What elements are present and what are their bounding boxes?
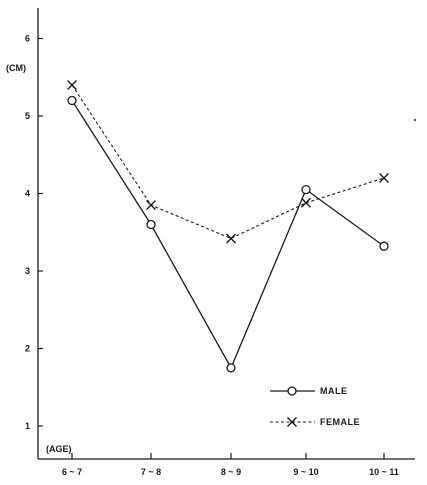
- series-line-male: [71, 100, 385, 370]
- legend-label-male: MALE: [320, 386, 348, 396]
- y-axis-unit: (CM): [6, 63, 26, 73]
- data-point-male: [379, 241, 389, 251]
- legend-label-female: FEMALE: [320, 417, 360, 427]
- series-layer: [67, 80, 389, 373]
- y-tick-label: 2: [25, 344, 30, 354]
- series-line-female: [71, 84, 385, 240]
- legend: MALE FEMALE: [270, 386, 360, 427]
- data-point-male: [226, 363, 236, 373]
- data-point-female: [67, 80, 77, 90]
- data-point-female: [146, 200, 156, 211]
- x-axis-unit: (AGE): [46, 444, 72, 454]
- data-point-male: [301, 184, 311, 195]
- y-ticks: 1 2 3 4 5 6: [25, 34, 43, 431]
- x-tick-label: 7 ~ 8: [141, 467, 161, 477]
- x-tick-label: 9 ~ 10: [293, 467, 318, 477]
- data-point-female: [226, 233, 236, 244]
- y-tick-label: 5: [25, 111, 30, 121]
- data-point-female: [379, 173, 389, 183]
- y-tick-label: 1: [25, 421, 30, 431]
- x-tick-label: 8 ~ 9: [221, 467, 241, 477]
- x-tick-label: 6 ~ 7: [62, 467, 82, 477]
- legend-marker-male: [287, 386, 297, 396]
- x-ticks: 6 ~ 7 7 ~ 8 8 ~ 9 9 ~ 10 10 ~ 11: [62, 453, 399, 477]
- y-tick-label: 3: [25, 266, 30, 276]
- legend-marker-female: [287, 417, 297, 427]
- y-tick-label: 4: [25, 189, 30, 199]
- x-tick-label: 10 ~ 11: [369, 467, 399, 477]
- stray-dot: [414, 119, 416, 121]
- data-point-female: [301, 197, 311, 208]
- data-point-male: [146, 219, 156, 230]
- y-tick-label: 6: [25, 34, 30, 44]
- data-point-male: [67, 95, 77, 106]
